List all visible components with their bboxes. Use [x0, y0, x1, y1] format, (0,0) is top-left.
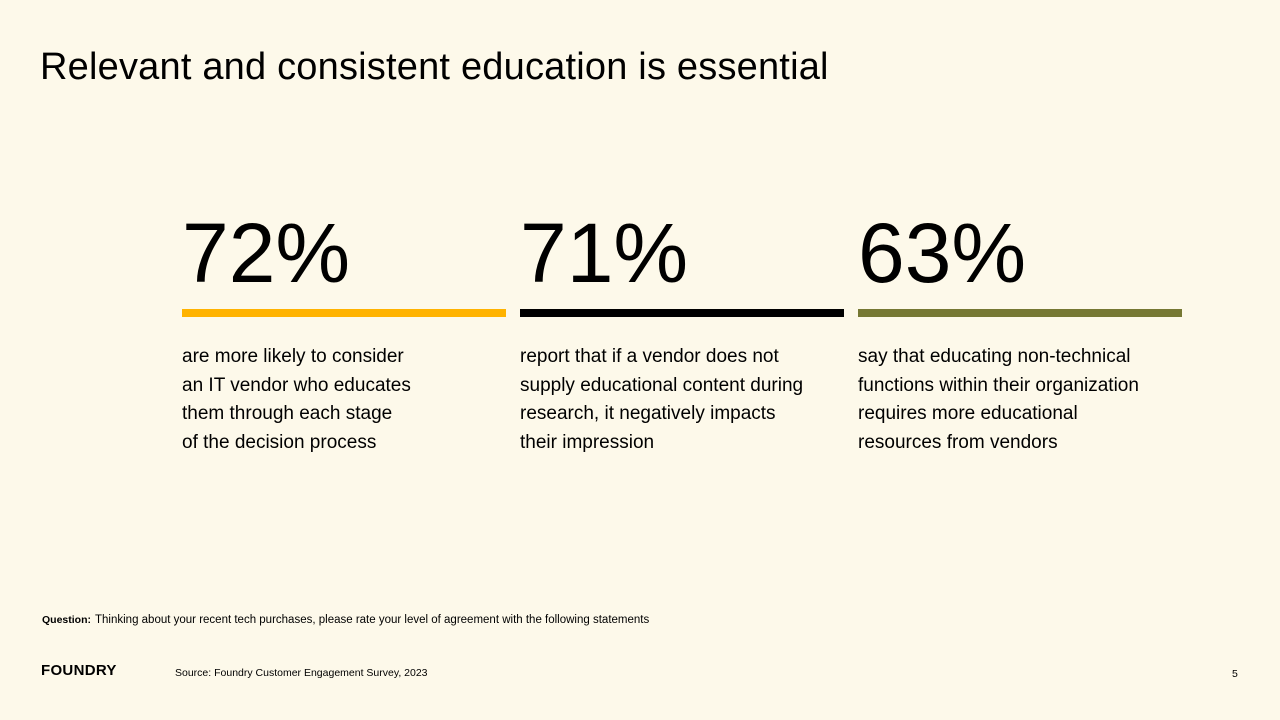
stat-value: 71%	[520, 206, 689, 300]
page-number: 5	[1232, 668, 1238, 680]
stat-accent-bar	[858, 309, 1182, 317]
slide-title: Relevant and consistent education is ess…	[40, 46, 829, 88]
stat-description: say that educating non-technical functio…	[858, 346, 1139, 453]
survey-question: Question: Thinking about your recent tech…	[42, 614, 649, 626]
stat-description: report that if a vendor does not supply …	[520, 346, 804, 453]
stat-accent-bar	[520, 309, 844, 317]
question-label: Question:	[42, 614, 91, 626]
stat-description: are more likely to consider an IT vendor…	[182, 346, 411, 453]
stat-value: 63%	[858, 206, 1027, 300]
stat-block-1: 72% are more likely to consider an IT ve…	[182, 205, 506, 457]
foundry-logo: FOUNDRY	[41, 662, 117, 679]
question-text: Thinking about your recent tech purchase…	[95, 614, 650, 626]
stat-block-2: 71% report that if a vendor does not sup…	[520, 205, 844, 457]
stat-block-3: 63% say that educating non-technical fun…	[858, 205, 1182, 457]
stat-value: 72%	[182, 206, 351, 300]
source-note: Source: Foundry Customer Engagement Surv…	[175, 667, 428, 679]
stat-accent-bar	[182, 309, 506, 317]
